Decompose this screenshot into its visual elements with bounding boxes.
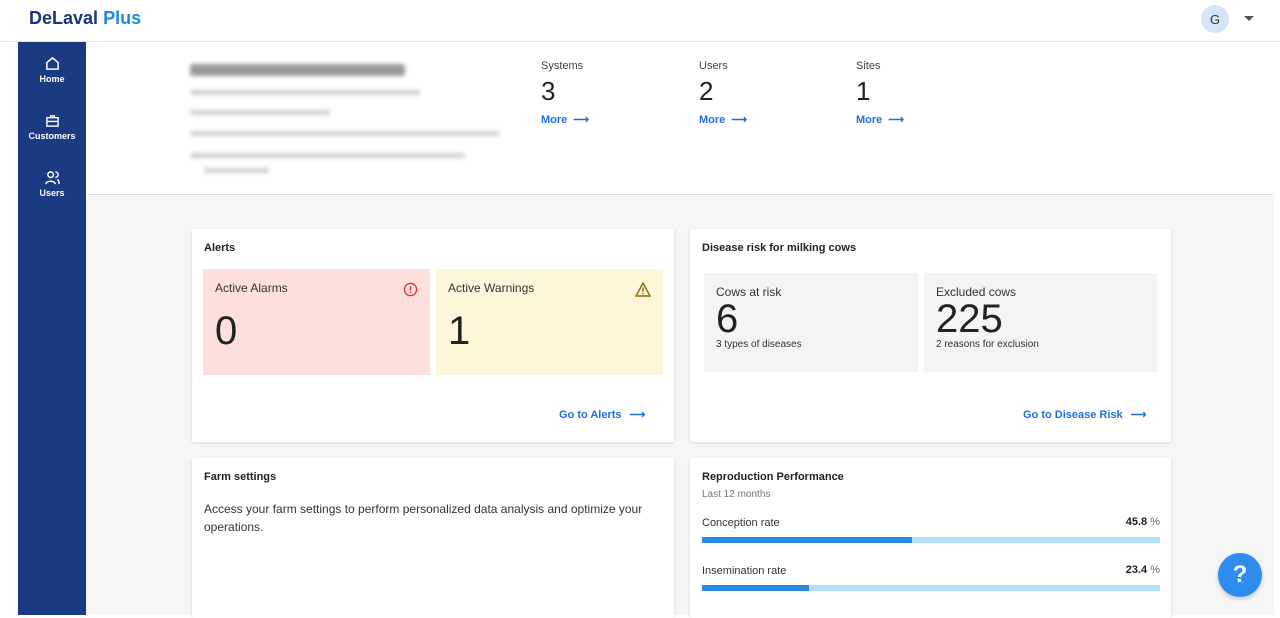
active-warnings-tile[interactable]: Active Warnings 1: [436, 269, 663, 375]
redacted-line: [190, 110, 330, 115]
sidebar: Home Customers Users: [18, 42, 86, 615]
active-alarms-tile[interactable]: Active Alarms 0: [203, 269, 430, 375]
metric-label: Insemination rate: [702, 565, 787, 577]
arrow-right-icon: ⟶: [1130, 409, 1147, 421]
warning-icon: [635, 282, 651, 297]
excluded-cows-tile[interactable]: Excluded cows 225 2 reasons for exclusio…: [924, 273, 1157, 372]
arrow-right-icon: ⟶: [629, 409, 646, 421]
systems-more-link[interactable]: More ⟶: [541, 113, 590, 127]
redacted-line: [190, 131, 500, 136]
farm-settings-description: Access your farm settings to perform per…: [204, 502, 643, 534]
redacted-line: [190, 153, 465, 158]
redacted-line: [204, 168, 269, 173]
briefcase-icon: [45, 115, 59, 127]
sidebar-item-customers[interactable]: Customers: [18, 113, 86, 141]
redacted-line: [190, 90, 420, 95]
help-button[interactable]: ?: [1218, 553, 1262, 597]
users-icon: [44, 171, 60, 185]
alerts-card: Alerts Active Alarms 0 Active Warnings 1…: [192, 229, 674, 442]
go-to-disease-risk-link[interactable]: Go to Disease Risk ⟶: [1023, 408, 1147, 422]
sites-more-link[interactable]: More ⟶: [856, 113, 905, 127]
cows-at-risk-tile[interactable]: Cows at risk 6 3 types of diseases: [704, 273, 918, 372]
metric-label: Conception rate: [702, 517, 780, 529]
arrow-right-icon: ⟶: [573, 114, 590, 126]
progress-fill: [702, 585, 810, 591]
metric-value: 23.4 %: [1125, 564, 1160, 576]
top-header: DeLaval Plus G: [0, 0, 1280, 42]
farm-settings-card[interactable]: Farm settings Access your farm settings …: [192, 458, 674, 618]
stat-sites: Sites 1 More ⟶: [856, 60, 905, 127]
arrow-right-icon: ⟶: [731, 114, 748, 126]
avatar[interactable]: G: [1201, 5, 1229, 33]
metric-value: 45.8 %: [1125, 516, 1160, 528]
error-icon: [403, 282, 418, 297]
insemination-rate-bar: [702, 585, 1160, 591]
home-icon: [45, 56, 59, 70]
chevron-down-icon[interactable]: [1244, 16, 1254, 21]
disease-risk-card: Disease risk for milking cows Cows at ri…: [690, 229, 1171, 442]
conception-rate-bar: [702, 537, 1160, 543]
progress-fill: [702, 537, 912, 543]
arrow-right-icon: ⟶: [888, 114, 905, 126]
logo[interactable]: DeLaval Plus: [29, 8, 142, 28]
reproduction-card: Reproduction Performance Last 12 months …: [690, 458, 1171, 618]
customer-summary: Systems 3 More ⟶ Users 2 More ⟶ Sites 1 More ⟶: [86, 42, 1274, 195]
sidebar-item-home[interactable]: Home: [18, 56, 86, 84]
redacted-customer-name: [190, 64, 405, 76]
stat-systems: Systems 3 More ⟶: [541, 60, 590, 127]
users-more-link[interactable]: More ⟶: [699, 113, 748, 127]
go-to-alerts-link[interactable]: Go to Alerts ⟶: [559, 408, 646, 422]
stat-users: Users 2 More ⟶: [699, 60, 748, 127]
sidebar-item-users[interactable]: Users: [18, 170, 86, 198]
